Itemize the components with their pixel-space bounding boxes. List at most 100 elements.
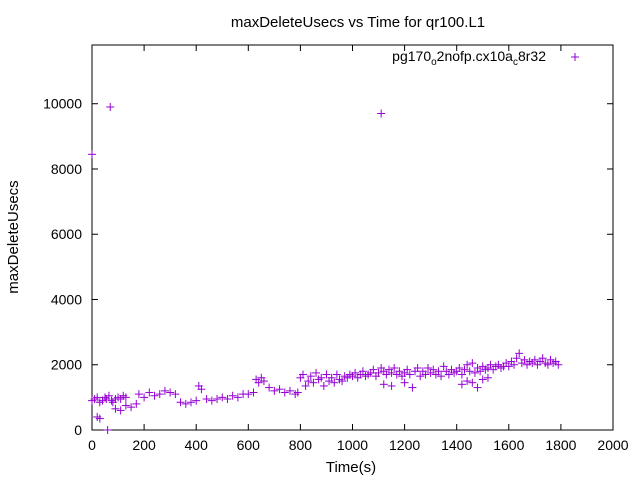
data-point bbox=[280, 388, 289, 397]
data-point bbox=[470, 368, 479, 377]
data-point bbox=[387, 381, 396, 390]
data-point bbox=[312, 368, 321, 377]
legend-label: pg170o2nofp.cx10ac8r32 bbox=[392, 48, 546, 68]
x-tick-label: 2000 bbox=[597, 437, 628, 453]
data-point bbox=[213, 395, 222, 404]
data-point bbox=[439, 362, 448, 371]
legend: pg170o2nofp.cx10ac8r32 bbox=[392, 48, 579, 68]
x-tick-label: 1600 bbox=[493, 437, 524, 453]
data-point bbox=[254, 378, 263, 387]
data-point bbox=[155, 390, 164, 399]
data-point bbox=[304, 377, 313, 386]
data-point bbox=[405, 370, 414, 379]
x-tick-label: 1800 bbox=[545, 437, 576, 453]
data-point bbox=[457, 370, 466, 379]
data-point bbox=[228, 391, 237, 400]
data-points bbox=[88, 102, 563, 434]
data-point bbox=[301, 381, 310, 390]
data-point bbox=[293, 388, 302, 397]
data-point bbox=[101, 393, 110, 402]
data-point bbox=[192, 396, 201, 405]
data-point bbox=[429, 365, 438, 374]
x-tick-label: 800 bbox=[289, 437, 313, 453]
data-point bbox=[530, 355, 539, 364]
data-point bbox=[186, 398, 195, 407]
legend-marker bbox=[571, 53, 579, 61]
data-point bbox=[259, 377, 268, 386]
data-point bbox=[416, 372, 425, 381]
data-point bbox=[460, 365, 469, 374]
data-point bbox=[317, 373, 326, 382]
y-tick-label: 0 bbox=[74, 422, 82, 438]
data-point bbox=[465, 367, 474, 376]
data-point bbox=[468, 378, 477, 387]
data-point bbox=[176, 398, 185, 407]
data-point bbox=[244, 390, 253, 399]
data-point bbox=[171, 390, 180, 399]
data-point bbox=[132, 399, 141, 408]
data-point bbox=[140, 393, 149, 402]
data-point bbox=[374, 368, 383, 377]
data-point bbox=[306, 372, 315, 381]
data-point bbox=[504, 362, 513, 371]
x-tick-label: 1400 bbox=[441, 437, 472, 453]
data-point bbox=[510, 360, 519, 369]
x-tick-label: 1200 bbox=[389, 437, 420, 453]
data-point bbox=[444, 370, 453, 379]
data-point bbox=[104, 391, 113, 400]
data-point bbox=[150, 391, 159, 400]
data-point bbox=[166, 388, 175, 397]
data-point bbox=[249, 388, 258, 397]
data-point bbox=[463, 377, 472, 386]
data-point bbox=[285, 386, 294, 395]
data-point bbox=[554, 360, 563, 369]
data-point bbox=[127, 403, 136, 412]
data-point bbox=[403, 365, 412, 374]
data-point bbox=[483, 373, 492, 382]
data-point bbox=[400, 378, 409, 387]
x-tick-label: 200 bbox=[132, 437, 156, 453]
data-point bbox=[369, 365, 378, 374]
x-axis: 0 200 400 600 800 1000 1200 1400 1600 1800 2000 bbox=[88, 45, 629, 453]
data-point bbox=[327, 373, 336, 382]
data-point bbox=[395, 367, 404, 376]
data-point bbox=[322, 370, 331, 379]
x-tick-label: 0 bbox=[88, 437, 96, 453]
y-tick-label: 4000 bbox=[51, 291, 82, 307]
data-point bbox=[332, 370, 341, 379]
data-point bbox=[455, 364, 464, 373]
data-point bbox=[275, 385, 284, 394]
data-point bbox=[434, 367, 443, 376]
data-point bbox=[437, 372, 446, 381]
data-point bbox=[358, 367, 367, 376]
data-point bbox=[486, 360, 495, 369]
x-tick-label: 400 bbox=[185, 437, 209, 453]
data-point bbox=[134, 390, 143, 399]
data-point bbox=[202, 395, 211, 404]
data-point bbox=[88, 150, 96, 159]
data-point bbox=[512, 354, 521, 363]
data-point bbox=[351, 368, 360, 377]
data-point bbox=[515, 349, 524, 358]
x-tick-label: 600 bbox=[237, 437, 261, 453]
data-point bbox=[111, 404, 120, 413]
data-point bbox=[338, 377, 347, 386]
data-point bbox=[478, 375, 487, 384]
x-axis-label: Time(s) bbox=[326, 459, 376, 476]
data-point bbox=[299, 370, 308, 379]
data-point bbox=[233, 393, 242, 402]
data-point bbox=[270, 386, 279, 395]
data-point bbox=[377, 109, 386, 118]
data-point bbox=[538, 354, 547, 363]
data-point bbox=[223, 395, 232, 404]
data-point bbox=[520, 355, 529, 364]
data-point bbox=[468, 359, 477, 368]
data-point bbox=[207, 396, 216, 405]
y-axis: 0 2000 4000 6000 8000 10000 bbox=[43, 96, 613, 438]
data-point bbox=[543, 360, 552, 369]
data-point bbox=[265, 383, 274, 392]
data-point bbox=[463, 360, 472, 369]
data-point bbox=[181, 399, 190, 408]
